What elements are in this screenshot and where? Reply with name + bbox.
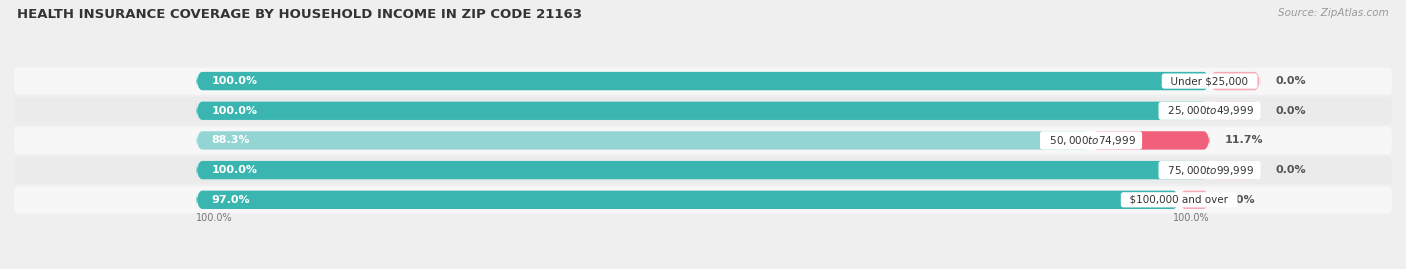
FancyBboxPatch shape bbox=[197, 72, 1209, 90]
FancyBboxPatch shape bbox=[197, 131, 1209, 150]
FancyBboxPatch shape bbox=[197, 102, 1209, 120]
Text: 100.0%: 100.0% bbox=[212, 76, 257, 86]
FancyBboxPatch shape bbox=[14, 97, 1392, 124]
Text: Source: ZipAtlas.com: Source: ZipAtlas.com bbox=[1278, 8, 1389, 18]
FancyBboxPatch shape bbox=[1209, 72, 1260, 90]
Text: 97.0%: 97.0% bbox=[212, 195, 250, 205]
FancyBboxPatch shape bbox=[14, 157, 1392, 184]
Text: 3.0%: 3.0% bbox=[1225, 195, 1256, 205]
Text: $25,000 to $49,999: $25,000 to $49,999 bbox=[1161, 104, 1258, 117]
Text: $75,000 to $99,999: $75,000 to $99,999 bbox=[1161, 164, 1258, 177]
FancyBboxPatch shape bbox=[197, 191, 1180, 209]
FancyBboxPatch shape bbox=[1091, 131, 1209, 150]
FancyBboxPatch shape bbox=[197, 161, 1209, 179]
Text: 88.3%: 88.3% bbox=[212, 135, 250, 146]
Text: HEALTH INSURANCE COVERAGE BY HOUSEHOLD INCOME IN ZIP CODE 21163: HEALTH INSURANCE COVERAGE BY HOUSEHOLD I… bbox=[17, 8, 582, 21]
Text: 0.0%: 0.0% bbox=[1275, 76, 1306, 86]
Text: $50,000 to $74,999: $50,000 to $74,999 bbox=[1043, 134, 1139, 147]
Text: 100.0%: 100.0% bbox=[212, 165, 257, 175]
Text: 11.7%: 11.7% bbox=[1225, 135, 1264, 146]
Text: 100.0%: 100.0% bbox=[1173, 213, 1209, 223]
FancyBboxPatch shape bbox=[1209, 102, 1260, 120]
FancyBboxPatch shape bbox=[197, 191, 1209, 209]
FancyBboxPatch shape bbox=[14, 68, 1392, 95]
FancyBboxPatch shape bbox=[197, 131, 1091, 150]
Text: $100,000 and over: $100,000 and over bbox=[1123, 195, 1234, 205]
FancyBboxPatch shape bbox=[1180, 191, 1209, 209]
Text: 100.0%: 100.0% bbox=[197, 213, 233, 223]
FancyBboxPatch shape bbox=[197, 102, 1209, 120]
Text: 0.0%: 0.0% bbox=[1275, 106, 1306, 116]
FancyBboxPatch shape bbox=[14, 186, 1392, 214]
FancyBboxPatch shape bbox=[14, 127, 1392, 154]
Text: 100.0%: 100.0% bbox=[212, 106, 257, 116]
FancyBboxPatch shape bbox=[197, 161, 1209, 179]
FancyBboxPatch shape bbox=[197, 72, 1209, 90]
Text: 0.0%: 0.0% bbox=[1275, 165, 1306, 175]
Text: Under $25,000: Under $25,000 bbox=[1164, 76, 1254, 86]
FancyBboxPatch shape bbox=[1209, 161, 1260, 179]
